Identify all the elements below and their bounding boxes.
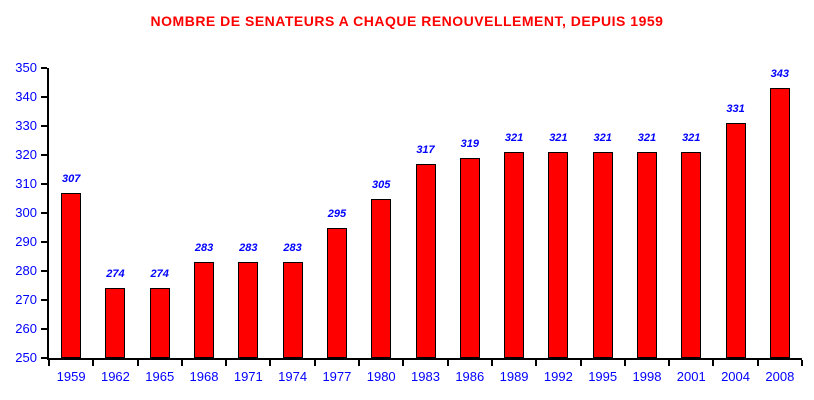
x-axis-tick-label: 1962	[100, 369, 130, 384]
bar	[415, 163, 436, 358]
bar	[105, 288, 126, 358]
bar-value-label: 274	[106, 268, 125, 281]
y-axis-tick	[41, 212, 47, 214]
y-axis-tick-label: 290	[15, 234, 37, 249]
bar-value-label: 331	[726, 103, 745, 116]
bar-value-label: 319	[460, 137, 479, 150]
y-axis-tick-label: 350	[15, 60, 37, 75]
y-axis-tick	[41, 125, 47, 127]
x-axis-tick	[535, 360, 538, 366]
x-axis-tick-label: 1974	[278, 369, 308, 384]
bar	[681, 152, 702, 358]
bar-value-label: 343	[770, 68, 790, 81]
bar	[592, 152, 613, 358]
y-axis-tick	[41, 270, 47, 272]
bar	[326, 227, 347, 358]
y-axis-tick-label: 260	[15, 321, 37, 336]
x-axis-tick-label: 1980	[366, 369, 396, 384]
x-axis-tick-label: 1965	[145, 369, 175, 384]
y-axis-tick-label: 300	[15, 205, 37, 220]
y-axis-tick	[41, 357, 47, 359]
y-axis-tick	[41, 299, 47, 301]
x-axis-tick-label: 2004	[721, 369, 750, 384]
y-axis-tick-label: 280	[15, 263, 37, 278]
x-axis-tick	[48, 360, 50, 366]
y-axis-tick	[41, 328, 47, 330]
x-axis-tick-label: 1977	[322, 369, 352, 384]
bar	[725, 123, 746, 358]
bar	[769, 88, 790, 358]
bar	[149, 288, 170, 358]
x-axis-tick-label: 1986	[455, 369, 485, 384]
y-axis-tick-label: 270	[15, 292, 37, 307]
x-axis-tick	[358, 360, 361, 366]
bar-value-label: 307	[61, 172, 81, 185]
x-axis-tick-label: 2001	[676, 369, 706, 384]
x-axis-tick	[756, 360, 759, 366]
bar	[61, 192, 82, 358]
x-axis-tick-label: 1995	[588, 369, 618, 384]
x-axis-tick-label: 1983	[411, 369, 440, 384]
x-axis-tick	[180, 360, 183, 366]
bar	[194, 262, 215, 358]
x-axis-tick-label: 1998	[632, 369, 662, 384]
x-axis-tick-label: 1971	[233, 369, 263, 384]
bar	[504, 152, 525, 358]
bar-value-label: 295	[327, 207, 347, 220]
x-axis-tick	[623, 360, 626, 366]
bar-value-label: 274	[150, 268, 169, 281]
bar-value-label: 321	[504, 132, 524, 145]
x-axis-tick-label: 1989	[499, 369, 529, 384]
x-axis-tick	[490, 360, 493, 366]
x-axis-tick	[801, 360, 803, 366]
bar	[371, 198, 392, 358]
x-axis-tick	[136, 360, 139, 366]
y-axis-tick-label: 250	[15, 350, 37, 365]
y-axis-tick	[41, 183, 47, 185]
bar-value-label: 317	[416, 143, 435, 156]
y-axis-tick-label: 340	[15, 89, 37, 104]
chart-title: NOMBRE DE SENATEURS A CHAQUE RENOUVELLEM…	[150, 13, 664, 29]
bar-value-label: 283	[194, 242, 214, 255]
x-axis-tick	[92, 360, 95, 366]
bar-value-label: 321	[682, 132, 701, 145]
x-axis-tick	[269, 360, 272, 366]
bar-value-label: 321	[637, 132, 657, 145]
y-axis-tick-label: 330	[15, 118, 37, 133]
x-axis-tick	[225, 360, 228, 366]
x-axis-tick	[313, 360, 316, 366]
y-axis-tick	[41, 67, 47, 69]
bar	[282, 262, 303, 358]
x-axis-tick	[668, 360, 671, 366]
bar	[636, 152, 657, 358]
y-axis-tick	[41, 241, 47, 243]
bar-value-label: 305	[372, 178, 391, 191]
y-axis-tick-label: 310	[15, 176, 37, 191]
x-axis-tick	[579, 360, 582, 366]
bar-value-label: 283	[239, 242, 258, 255]
bar-value-label: 283	[283, 242, 302, 255]
bar	[238, 262, 259, 358]
plot-area: 250 260 270 280 290 300 310 320 330 340 350 307 1959…	[15, 60, 803, 384]
y-axis-tick	[41, 96, 47, 98]
x-axis-tick	[712, 360, 715, 366]
bar-value-label: 321	[593, 132, 612, 145]
x-axis-tick-label: 1968	[189, 369, 219, 384]
y-axis-tick	[41, 154, 47, 156]
y-axis-tick-label: 320	[15, 147, 37, 162]
bar	[548, 152, 569, 358]
x-axis-tick-label: 2008	[765, 369, 795, 384]
x-axis-tick-label: 1992	[543, 369, 573, 384]
bar	[459, 157, 480, 358]
bar-value-label: 321	[549, 132, 568, 145]
x-axis-tick-label: 1959	[56, 369, 86, 384]
x-axis-tick	[446, 360, 449, 366]
x-axis-tick	[402, 360, 405, 366]
